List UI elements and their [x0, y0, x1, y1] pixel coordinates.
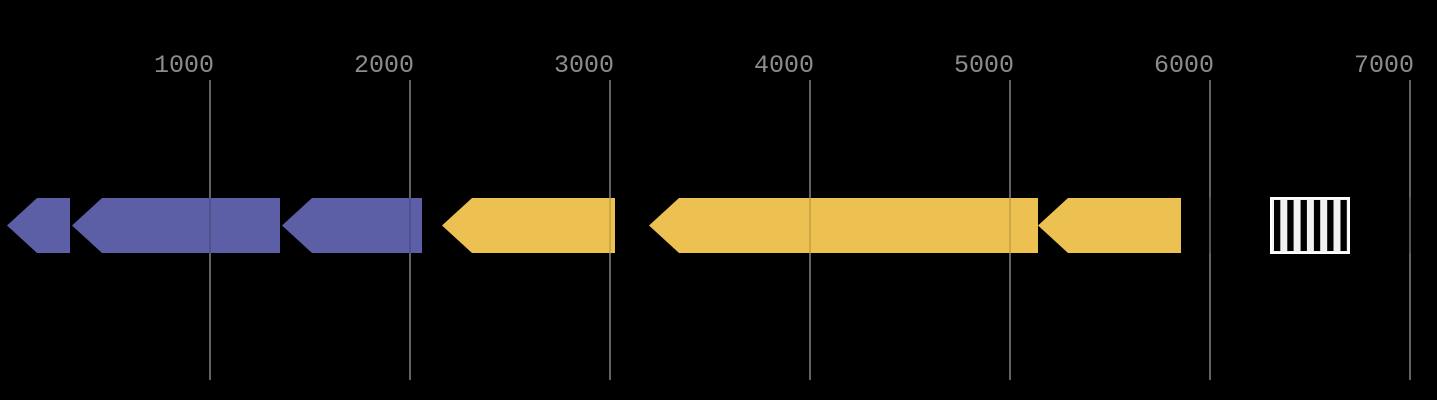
svg-text:7000: 7000	[1354, 51, 1414, 80]
svg-text:5000: 5000	[954, 51, 1014, 80]
svg-text:3000: 3000	[554, 51, 614, 80]
svg-text:1000: 1000	[154, 51, 214, 80]
svg-text:4000: 4000	[754, 51, 814, 80]
svg-text:6000: 6000	[1154, 51, 1214, 80]
svg-text:2000: 2000	[354, 51, 414, 80]
